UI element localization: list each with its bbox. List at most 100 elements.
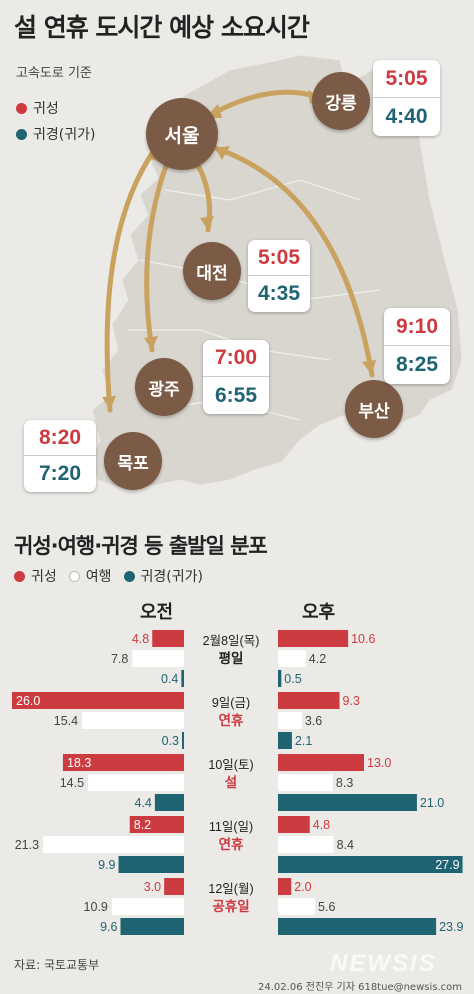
legend2-travel: 여행 [68,566,112,586]
pm-value-label: 3.6 [305,714,322,728]
am-bar-return [182,732,184,749]
pm-value-label: 21.0 [420,796,444,810]
am-value-label: 0.4 [161,672,178,686]
return-time: 7:20 [38,462,82,485]
homebound-time: 5:05 [248,240,310,276]
category-date-label: 2월8일(목) [203,634,260,648]
am-value-label: 14.5 [60,776,84,790]
category-tag-label: 설 [225,775,237,790]
pm-value-label: 4.8 [313,818,330,832]
homebound-time: 9:10 [384,308,450,346]
homebound-dot-icon [14,570,25,582]
pm-bar-travel [278,650,306,667]
travel-dot-icon [68,570,80,582]
pm-value-label: 2.1 [295,734,312,748]
am-bar-return [154,794,184,811]
pm-bar-return [278,732,292,749]
city-seoul: 서울 [146,98,218,170]
am-value-label: 10.9 [84,900,108,914]
am-bar-homebound [62,754,184,771]
legend2-return: 귀경(귀가) [123,566,203,586]
am-value-label: 9.9 [98,858,115,872]
am-bar-return [120,918,184,935]
category-tag-label: 연휴 [219,713,244,728]
pm-value-label: 0.5 [284,672,301,686]
am-value-label: 26.0 [16,694,40,708]
am-bar-homebound [12,692,184,709]
pm-bar-return [278,794,417,811]
section2-title: 귀성·여행·귀경 등 출발일 분포 [14,534,268,558]
pm-value-label: 8.4 [337,838,354,852]
route-seoul-mokpo [104,142,161,413]
pm-value-label: 27.9 [435,858,459,872]
am-bar-travel [111,898,184,915]
am-bar-travel [132,650,184,667]
city-gangneung: 강릉 [312,72,370,130]
pm-value-label: 23.9 [439,920,463,934]
legend2-homebound: 귀성 [14,566,57,586]
return-time: 4:40 [385,105,428,128]
pm-value-label: 10.6 [351,632,375,646]
time-box-gangneung: 5:05 4:40 [373,60,440,136]
pm-bar-homebound [278,630,349,647]
am-value-label: 9.6 [100,920,117,934]
pm-bar-homebound [278,816,310,833]
city-busan: 부산 [345,380,403,438]
am-value-label: 18.3 [67,756,91,770]
am-bar-travel [82,712,184,729]
category-date-label: 11일(일) [209,820,253,834]
newsis-watermark: NEWSIS [330,950,437,977]
legend-bottom: 귀성 여행 귀경(귀가) [14,566,203,586]
legend2-return-label: 귀경(귀가) [140,569,203,585]
homebound-time: 5:05 [373,60,440,98]
homebound-time: 8:20 [24,420,96,456]
city-gwangju: 광주 [135,358,193,416]
category-tag-label: 평일 [219,650,244,666]
am-value-label: 21.3 [15,838,39,852]
pm-value-label: 13.0 [367,756,391,770]
pm-bar-travel [278,712,302,729]
am-value-label: 7.8 [111,652,128,666]
pm-value-label: 2.0 [294,880,311,894]
return-time: 4:35 [257,282,301,305]
chart-title: 설 연휴 도시간 예상 소요시간 [14,13,310,42]
departure-distribution-chart: 4.8 10.6 7.8 4.2 0.4 0.5 2월8일(목) 평일 26.0 9.3 15.4 3… [12,630,463,935]
legend-return: 귀경(귀가) [16,124,95,144]
pm-bar-return [278,670,282,687]
am-value-label: 0.3 [162,734,179,748]
source-note: 자료: 국토교통부 [14,958,100,972]
category-tag-label: 연휴 [219,837,244,852]
am-value-label: 4.4 [135,796,152,810]
pm-label: 오후 [302,602,336,623]
chart-subtitle: 고속도로 기준 [16,66,92,81]
pm-value-label: 5.6 [318,900,335,914]
category-tag-label: 공휴일 [212,899,249,914]
homebound-dot-icon [16,102,27,114]
pm-bar-travel [278,774,333,791]
pm-value-label: 9.3 [343,694,360,708]
am-value-label: 4.8 [132,632,149,646]
category-date-label: 10일(토) [208,758,253,772]
am-bar-homebound [152,630,184,647]
pm-bar-travel [278,898,316,915]
time-box-gwangju: 7:00 6:55 [203,340,269,414]
pm-bar-return [278,918,437,935]
route-seoul-busan [212,145,375,378]
legend2-travel-label: 여행 [85,569,112,585]
pm-value-label: 8.3 [336,776,353,790]
pm-bar-homebound [278,754,364,771]
am-bar-return [118,856,184,873]
homebound-time: 7:00 [203,340,269,377]
route-seoul-gwangju [144,147,175,353]
am-bar-homebound [164,878,184,895]
pm-bar-homebound [278,878,292,895]
time-box-daejeon: 5:05 4:35 [248,240,310,312]
pm-bar-return [278,856,463,873]
am-value-label: 8.2 [134,818,151,832]
am-value-label: 15.4 [54,714,78,728]
am-value-label: 3.0 [144,880,161,894]
return-dot-icon [123,570,135,582]
legend-homebound: 귀성 [16,98,59,118]
return-time: 6:55 [214,383,258,407]
am-bar-travel [88,774,184,791]
